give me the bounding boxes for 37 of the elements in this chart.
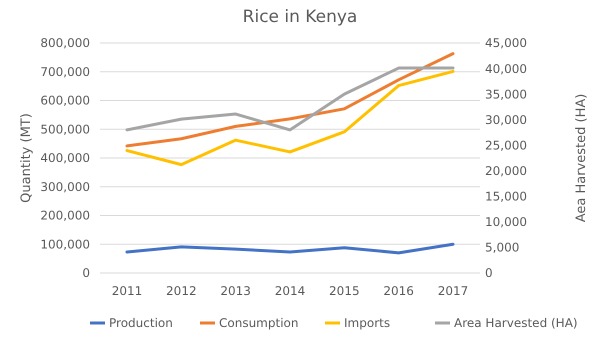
y-tick-label: 600,000	[40, 94, 90, 108]
legend-label: Production	[109, 316, 173, 330]
y2-tick-label: 40,000	[485, 62, 527, 76]
line-series	[126, 242, 454, 254]
x-tick-label: 2011	[112, 284, 142, 298]
y-tick-label: 700,000	[40, 64, 90, 79]
x-tick-label: 2013	[220, 284, 251, 298]
y-tick-label: 400,000	[40, 151, 90, 166]
y2-tick-label: 30,000	[485, 112, 527, 127]
y2-tick-label: 20,000	[485, 164, 527, 178]
chart-title: Rice in Kenya	[242, 7, 358, 27]
y2-tick-label: 10,000	[485, 215, 527, 230]
y2-tick-label: 35,000	[485, 87, 527, 102]
legend-label: Consumption	[219, 316, 298, 330]
y-tick-label: 800,000	[40, 36, 90, 50]
y2-tick-label: 5,000	[485, 240, 520, 255]
x-tick-label: 2014	[274, 284, 306, 298]
y-tick-label: 200,000	[40, 208, 90, 223]
y2-tick-label: 15,000	[485, 190, 527, 204]
x-tick-label: 2012	[166, 284, 197, 298]
line-series	[126, 70, 454, 166]
y2-tick-label: 45,000	[485, 36, 527, 50]
legend-label: Imports	[344, 316, 390, 330]
x-tick-label: 2016	[383, 284, 414, 298]
y-axis-title: Quantity (MT)	[19, 113, 34, 203]
y2-tick-label: 25,000	[485, 138, 527, 152]
y-tick-label: 300,000	[40, 180, 90, 194]
line-series	[126, 52, 454, 148]
y-tick-label: 500,000	[40, 122, 90, 136]
legend-label: Area Harvested (HA)	[454, 316, 578, 330]
y-tick-label: 100,000	[40, 237, 90, 252]
y-tick-label: 0	[82, 266, 90, 280]
x-tick-label: 2015	[329, 284, 360, 298]
y2-axis-title: Aea Harvested (HA)	[574, 94, 589, 222]
y2-tick-label: 0	[485, 266, 493, 280]
x-tick-label: 2017	[438, 284, 468, 298]
line-series	[126, 66, 454, 132]
